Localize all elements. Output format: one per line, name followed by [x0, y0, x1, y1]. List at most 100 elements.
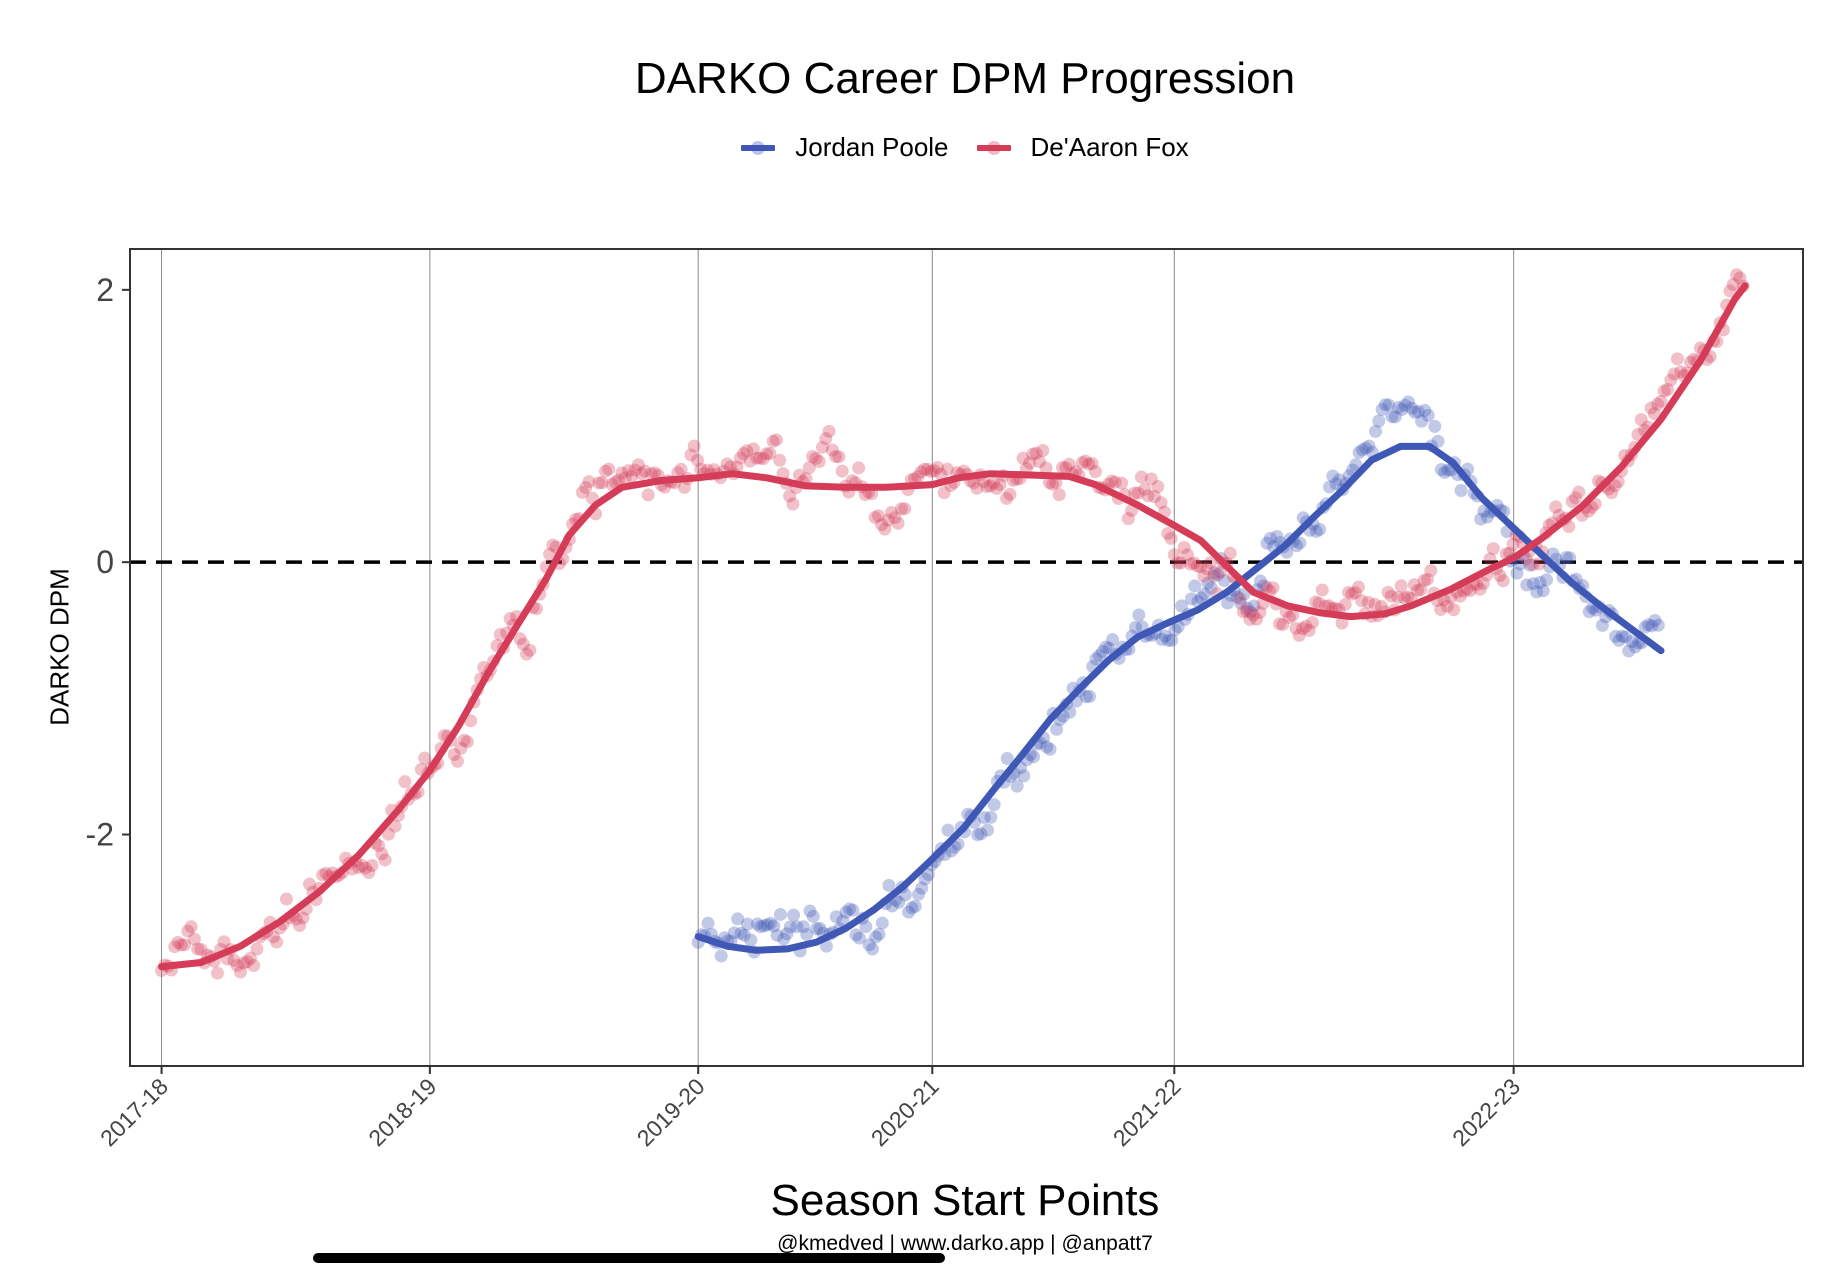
- point-1: [1730, 268, 1744, 282]
- point-1: [1654, 394, 1668, 408]
- point-1: [993, 478, 1007, 492]
- point-0: [1431, 434, 1445, 448]
- point-0: [1027, 750, 1041, 764]
- point-1: [1568, 491, 1582, 505]
- point-1: [1187, 556, 1201, 570]
- point-1: [875, 518, 889, 532]
- point-1: [723, 460, 737, 474]
- point-0: [1369, 424, 1383, 438]
- point-0: [1198, 587, 1212, 601]
- point-0: [1513, 557, 1527, 571]
- point-1: [240, 955, 254, 969]
- point-0: [1385, 410, 1399, 424]
- point-0: [1546, 547, 1560, 561]
- point-0: [727, 926, 741, 940]
- point-1: [980, 480, 994, 494]
- point-0: [1082, 689, 1096, 703]
- point-1: [381, 827, 395, 841]
- point-1: [293, 918, 307, 932]
- point-1: [352, 861, 366, 875]
- point-1: [825, 443, 839, 457]
- point-1: [691, 453, 705, 467]
- point-0: [813, 921, 827, 935]
- point-0: [1257, 579, 1271, 593]
- point-0: [731, 912, 745, 926]
- point-1: [1000, 491, 1014, 505]
- point-1: [1312, 596, 1326, 610]
- point-1: [174, 938, 188, 952]
- point-1: [921, 462, 935, 476]
- point-1: [1233, 592, 1247, 606]
- point-1: [1259, 580, 1273, 594]
- point-1: [1121, 512, 1135, 526]
- point-1: [1184, 557, 1198, 571]
- point-1: [881, 513, 895, 527]
- point-1: [1141, 489, 1155, 503]
- point-1: [230, 958, 244, 972]
- point-0: [862, 938, 876, 952]
- point-1: [1401, 590, 1415, 604]
- point-0: [981, 823, 995, 837]
- point-1: [806, 449, 820, 463]
- point-1: [1154, 496, 1168, 510]
- chart-title: DARKO Career DPM Progression: [634, 54, 1296, 103]
- point-1: [1661, 383, 1675, 397]
- point-0: [1234, 596, 1248, 610]
- point-1: [677, 480, 691, 494]
- point-1: [1144, 472, 1158, 486]
- x-tick-label: 2018-19: [363, 1073, 441, 1151]
- point-1: [1194, 560, 1208, 574]
- point-0: [1474, 512, 1488, 526]
- point-0: [1221, 596, 1235, 610]
- point-1: [986, 476, 1000, 490]
- point-1: [829, 450, 843, 464]
- point-0: [1099, 640, 1113, 654]
- point-1: [1105, 474, 1119, 488]
- point-1: [809, 451, 823, 465]
- point-1: [1213, 565, 1227, 579]
- point-1: [766, 434, 780, 448]
- point-0: [1615, 629, 1629, 643]
- point-1: [1039, 461, 1053, 475]
- point-0: [1372, 414, 1386, 428]
- point-1: [1447, 603, 1461, 617]
- point-1: [503, 612, 517, 626]
- point-1: [937, 486, 951, 500]
- point-1: [1526, 558, 1540, 572]
- point-1: [756, 452, 770, 466]
- point-1: [868, 510, 882, 524]
- point-1: [1463, 583, 1477, 597]
- point-0: [1244, 605, 1258, 619]
- point-1: [1167, 548, 1181, 562]
- point-1: [319, 866, 333, 880]
- point-1: [1200, 562, 1214, 576]
- point-0: [1293, 536, 1307, 550]
- point-1: [858, 488, 872, 502]
- point-1: [1180, 548, 1194, 562]
- point-0: [1309, 524, 1323, 538]
- point-1: [1397, 591, 1411, 605]
- point-1: [1496, 574, 1510, 588]
- point-1: [362, 865, 376, 879]
- point-1: [543, 547, 557, 561]
- point-0: [1352, 445, 1366, 459]
- point-1: [1029, 446, 1043, 460]
- x-tick-label: 2019-20: [632, 1073, 710, 1151]
- point-0: [971, 828, 985, 842]
- point-0: [770, 928, 784, 942]
- horizontal-scrollbar[interactable]: [313, 1253, 945, 1263]
- point-1: [631, 458, 645, 472]
- x-tick-label: 2017-18: [95, 1073, 173, 1151]
- point-1: [1134, 470, 1148, 484]
- point-1: [1079, 454, 1093, 468]
- point-1: [638, 464, 652, 478]
- point-0: [1359, 441, 1373, 455]
- point-1: [641, 488, 655, 502]
- point-1: [181, 924, 195, 938]
- point-0: [842, 902, 856, 916]
- point-0: [839, 905, 853, 919]
- point-0: [1480, 510, 1494, 524]
- point-1: [687, 439, 701, 453]
- point-1: [1674, 365, 1688, 379]
- point-1: [802, 461, 816, 475]
